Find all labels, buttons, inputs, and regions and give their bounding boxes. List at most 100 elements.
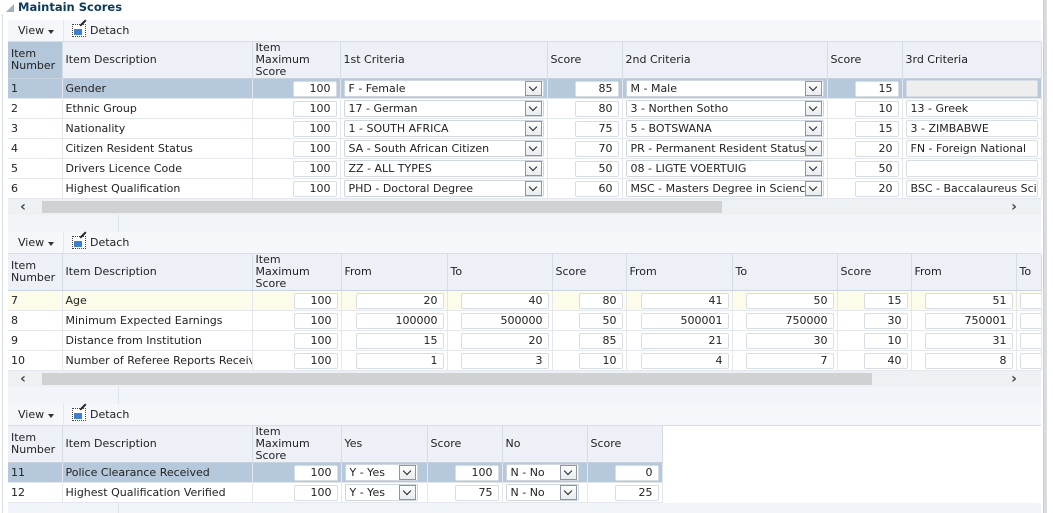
column-header-score[interactable]: Score bbox=[587, 426, 663, 463]
column-header-item-number[interactable]: Item Number bbox=[8, 42, 63, 79]
table-row[interactable]: 7 Age 100 20 40 80 41 50 15 51 bbox=[8, 290, 1042, 311]
column-header-3rd-criteria[interactable]: 3rd Criteria bbox=[902, 42, 1042, 79]
score-input[interactable]: 10 bbox=[854, 100, 899, 117]
section-header[interactable]: Maintain Scores bbox=[6, 0, 122, 14]
column-header-from[interactable]: From bbox=[911, 254, 1017, 291]
score-input[interactable]: 10 bbox=[863, 332, 908, 349]
score-input[interactable]: 50 bbox=[854, 160, 899, 177]
2nd-criteria-select[interactable]: 5 - BOTSWANA bbox=[625, 120, 824, 137]
table-row[interactable]: 8 Minimum Expected Earnings 100 100000 5… bbox=[8, 310, 1042, 331]
column-header-item-maximum-score[interactable]: Item Maximum Score bbox=[252, 42, 341, 79]
page-scrollbar[interactable] bbox=[1043, 0, 1047, 513]
1st-criteria-select[interactable]: 1 - SOUTH AFRICA bbox=[343, 120, 544, 137]
chevron-right-icon[interactable]: › bbox=[1011, 199, 1017, 215]
table-row[interactable]: 4 Citizen Resident Status 100 SA - South… bbox=[8, 138, 1042, 159]
from-input[interactable]: 100000 bbox=[355, 312, 444, 329]
from-input[interactable]: 500001 bbox=[640, 312, 729, 329]
detach-button[interactable]: Detach bbox=[64, 24, 129, 37]
to-input[interactable]: 30 bbox=[745, 332, 834, 349]
3rd-criteria-input[interactable] bbox=[905, 80, 1038, 97]
column-header-2nd-criteria[interactable]: 2nd Criteria bbox=[622, 42, 828, 79]
2nd-criteria-select[interactable]: 3 - Northen Sotho bbox=[625, 100, 824, 117]
column-header-item-number[interactable]: Item Number bbox=[8, 426, 63, 463]
scrollbar-thumb[interactable] bbox=[42, 373, 872, 385]
column-header-yes[interactable]: Yes bbox=[341, 426, 428, 463]
chevron-left-icon[interactable]: ‹ bbox=[20, 371, 26, 387]
score-input[interactable]: 15 bbox=[854, 80, 899, 97]
max-score-input[interactable]: 100 bbox=[293, 464, 338, 481]
dropdown-button[interactable] bbox=[524, 81, 542, 96]
from-input[interactable]: 21 bbox=[640, 332, 729, 349]
2nd-criteria-select[interactable]: M - Male bbox=[625, 80, 824, 97]
column-header-from[interactable]: From bbox=[341, 254, 448, 291]
dropdown-button[interactable] bbox=[398, 485, 416, 500]
column-header-item-maximum-score[interactable]: Item Maximum Score bbox=[252, 426, 342, 463]
to-input[interactable]: 500000 bbox=[460, 312, 549, 329]
table-row[interactable]: 5 Drivers Licence Code 100 ZZ - ALL TYPE… bbox=[8, 158, 1042, 179]
detach-button[interactable]: Detach bbox=[64, 408, 129, 421]
no-select[interactable]: N - No bbox=[505, 464, 579, 481]
score-input[interactable]: 50 bbox=[578, 312, 623, 329]
score-input[interactable]: 75 bbox=[454, 484, 499, 501]
table-row[interactable]: 6 Highest Qualification 100 PHD - Doctor… bbox=[8, 178, 1042, 199]
horizontal-scrollbar[interactable]: ‹ › bbox=[8, 199, 1041, 215]
3rd-criteria-input[interactable]: 3 - ZIMBABWE bbox=[905, 120, 1038, 137]
to-input[interactable]: 20 bbox=[460, 332, 549, 349]
column-header-no[interactable]: No bbox=[502, 426, 588, 463]
dropdown-button[interactable] bbox=[804, 121, 822, 136]
score-input[interactable]: 15 bbox=[863, 292, 908, 309]
3rd-criteria-input[interactable] bbox=[905, 160, 1038, 177]
dropdown-button[interactable] bbox=[524, 181, 542, 196]
column-header-1st-criteria[interactable]: 1st Criteria bbox=[340, 42, 548, 79]
to-input[interactable]: 7 bbox=[745, 352, 834, 369]
column-header-score[interactable]: Score bbox=[547, 42, 623, 79]
column-header-item-description[interactable]: Item Description bbox=[62, 426, 253, 463]
view-menu-button[interactable]: View bbox=[8, 232, 64, 253]
column-header-to[interactable]: To bbox=[447, 254, 553, 291]
to-input[interactable]: 50 bbox=[745, 292, 834, 309]
score-input[interactable]: 70 bbox=[574, 140, 619, 157]
score-input[interactable]: 85 bbox=[578, 332, 623, 349]
2nd-criteria-select[interactable]: MSC - Masters Degree in Science bbox=[625, 180, 824, 197]
dropdown-button[interactable] bbox=[804, 181, 822, 196]
to-input[interactable]: 750000 bbox=[745, 312, 834, 329]
1st-criteria-select[interactable]: SA - South African Citizen bbox=[343, 140, 544, 157]
dropdown-button[interactable] bbox=[804, 81, 822, 96]
1st-criteria-select[interactable]: F - Female bbox=[343, 80, 544, 97]
view-menu-button[interactable]: View bbox=[8, 404, 64, 425]
column-header-item-maximum-score[interactable]: Item Maximum Score bbox=[252, 254, 342, 291]
max-score-input[interactable]: 100 bbox=[293, 484, 338, 501]
column-header-item-description[interactable]: Item Description bbox=[62, 254, 253, 291]
max-score-input[interactable]: 100 bbox=[292, 180, 337, 197]
score-input[interactable]: 50 bbox=[574, 160, 619, 177]
score-input[interactable]: 60 bbox=[574, 180, 619, 197]
column-header-item-number[interactable]: Item Number bbox=[8, 254, 63, 291]
score-input[interactable]: 80 bbox=[574, 100, 619, 117]
triangle-collapse-icon[interactable] bbox=[6, 4, 14, 12]
max-score-input[interactable]: 100 bbox=[293, 312, 338, 329]
to-input[interactable] bbox=[1019, 292, 1040, 309]
from-input[interactable]: 4 bbox=[640, 352, 729, 369]
1st-criteria-select[interactable]: PHD - Doctoral Degree bbox=[343, 180, 544, 197]
table-row[interactable]: 2 Ethnic Group 100 17 - German 80 3 - No… bbox=[8, 98, 1042, 119]
score-input[interactable]: 25 bbox=[614, 484, 659, 501]
score-input[interactable]: 85 bbox=[574, 80, 619, 97]
table-row[interactable]: 3 Nationality 100 1 - SOUTH AFRICA 75 5 … bbox=[8, 118, 1042, 139]
from-input[interactable]: 1 bbox=[355, 352, 444, 369]
to-input[interactable]: 40 bbox=[460, 292, 549, 309]
dropdown-button[interactable] bbox=[524, 101, 542, 116]
score-input[interactable]: 20 bbox=[854, 180, 899, 197]
score-input[interactable]: 15 bbox=[854, 120, 899, 137]
horizontal-scrollbar[interactable]: ‹ › bbox=[8, 371, 1041, 387]
dropdown-button[interactable] bbox=[559, 485, 577, 500]
dropdown-button[interactable] bbox=[804, 101, 822, 116]
to-input[interactable] bbox=[1019, 312, 1040, 329]
column-header-item-description[interactable]: Item Description bbox=[62, 42, 253, 79]
column-header-score[interactable]: Score bbox=[552, 254, 627, 291]
table-row[interactable]: 12 Highest Qualification Verified 100 Y … bbox=[8, 482, 663, 503]
column-header-from[interactable]: From bbox=[626, 254, 733, 291]
score-input[interactable]: 20 bbox=[854, 140, 899, 157]
chevron-right-icon[interactable]: › bbox=[1011, 371, 1017, 387]
chevron-left-icon[interactable]: ‹ bbox=[20, 199, 26, 215]
1st-criteria-select[interactable]: ZZ - ALL TYPES bbox=[343, 160, 544, 177]
